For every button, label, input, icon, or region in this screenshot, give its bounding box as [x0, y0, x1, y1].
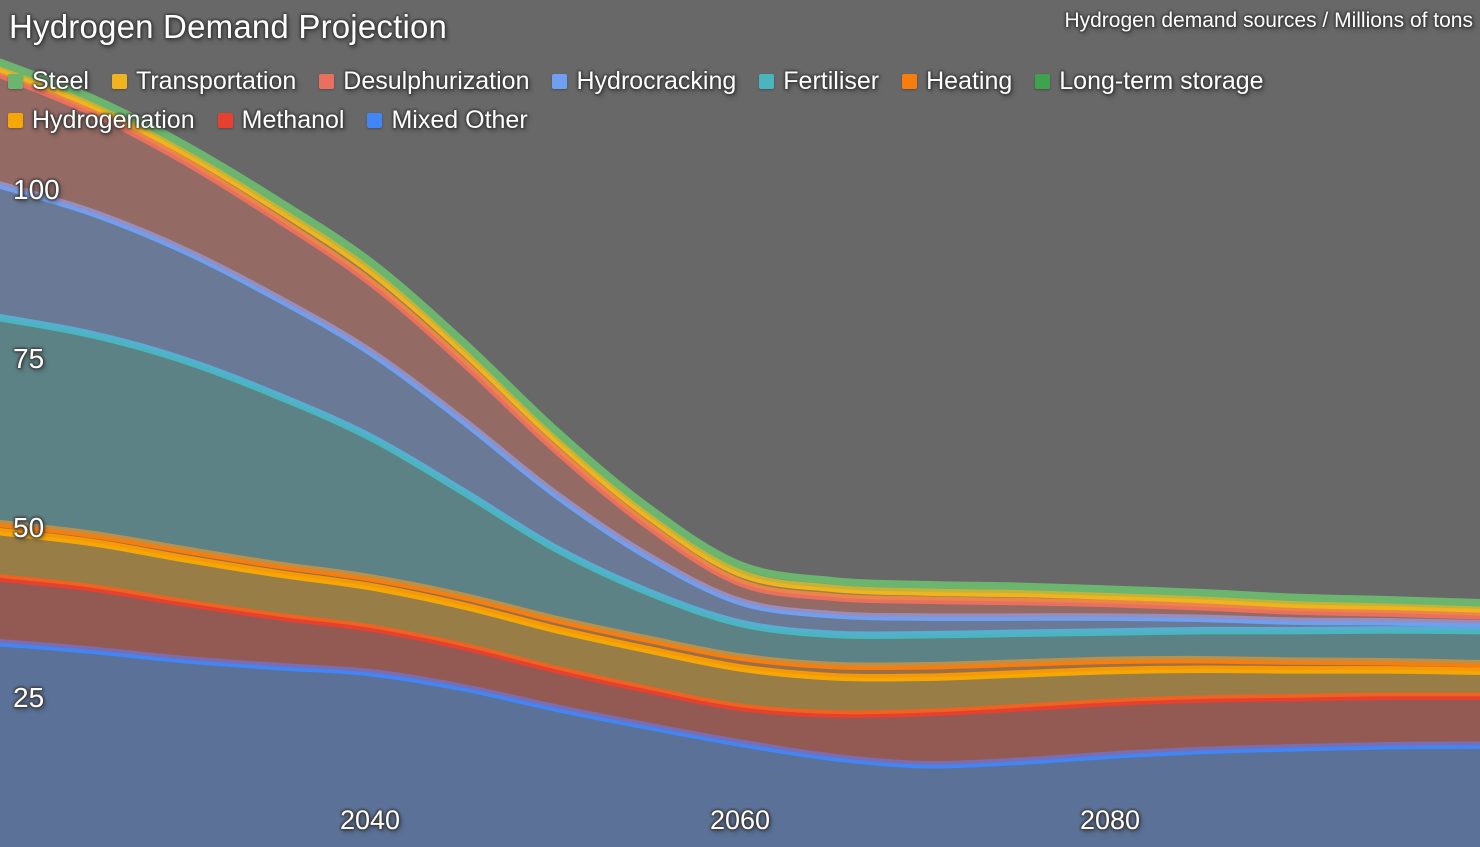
x-tick-label-2080: 2080 — [1079, 805, 1141, 835]
series-line-steel — [0, 58, 1480, 607]
legend-label-steel: Steel — [32, 67, 89, 95]
legend-label-desulphurization: Desulphurization — [343, 67, 530, 95]
series-line-heating — [0, 519, 1480, 671]
legend-marker-transportation — [111, 74, 127, 89]
legend-label-heating: Heating — [926, 67, 1013, 95]
legend-marker-methanol — [217, 113, 233, 128]
legend-marker-mixed-other — [367, 113, 383, 128]
chart-title: Hydrogen Demand Projection — [9, 8, 448, 45]
y-tick-label-100: 100 — [13, 173, 60, 205]
area-band-hydrogenation — [0, 531, 1480, 715]
x-tick-label-2040: 2040 — [339, 805, 401, 835]
legend-label-long-term-storage: Long-term storage — [1059, 67, 1264, 95]
legend-marker-hydrocracking — [552, 74, 568, 89]
legend-item-fertiliser[interactable]: Fertiliser — [759, 62, 879, 101]
legend-item-long-term-storage[interactable]: Long-term storage — [1035, 62, 1264, 101]
legend-item-steel[interactable]: Steel — [8, 62, 89, 101]
legend-label-methanol: Methanol — [241, 106, 345, 134]
series-line-mixed-other — [0, 639, 1480, 769]
legend-label-fertiliser: Fertiliser — [783, 67, 880, 95]
legend-marker-heating — [902, 74, 918, 89]
legend-marker-long-term-storage — [1035, 74, 1051, 89]
legend-item-hydrogenation[interactable]: Hydrogenation — [8, 101, 195, 140]
legend-item-methanol[interactable]: Methanol — [217, 101, 345, 140]
legend-item-heating[interactable]: Heating — [902, 62, 1012, 101]
legend-label-transportation: Transportation — [135, 67, 297, 95]
series-line-desulphurization — [0, 70, 1480, 620]
series-line-hydrocracking — [0, 181, 1480, 628]
area-band-methanol — [0, 577, 1480, 765]
legend-label-hydrogenation: Hydrogenation — [32, 106, 195, 134]
legend-label-mixed-other: Mixed Other — [391, 106, 528, 134]
legend-item-transportation[interactable]: Transportation — [111, 62, 297, 101]
series-line-transportation — [0, 64, 1480, 613]
legend-item-mixed-other[interactable]: Mixed Other — [367, 101, 528, 140]
y-tick-label-75: 75 — [13, 343, 45, 374]
legend-row-2: Hydrogenation Methanol Mixed Other — [8, 101, 1428, 140]
chart-subtitle: Hydrogen demand sources / Millions of to… — [1064, 9, 1473, 32]
series-line-hydrogenation — [0, 527, 1480, 682]
legend-marker-steel — [8, 74, 23, 89]
legend-row-1: Steel Transportation Desulphurization Hydro… — [8, 62, 1428, 101]
legend-item-desulphurization[interactable]: Desulphurization — [319, 62, 529, 101]
x-tick-label-2060: 2060 — [709, 805, 771, 835]
y-tick-label-50: 50 — [13, 512, 45, 544]
legend-item-hydrocracking[interactable]: Hydrocracking — [552, 62, 736, 101]
y-tick-label-25: 25 — [13, 681, 45, 713]
legend-marker-hydrogenation — [8, 113, 23, 128]
legend-marker-desulphurization — [319, 74, 335, 89]
series-line-methanol — [0, 574, 1480, 718]
legend-marker-fertiliser — [759, 74, 775, 89]
legend: Steel Transportation Desulphurization Hydro… — [8, 62, 1428, 140]
legend-label-hydrocracking: Hydrocracking — [576, 67, 737, 95]
series-line-fertiliser — [0, 313, 1480, 640]
